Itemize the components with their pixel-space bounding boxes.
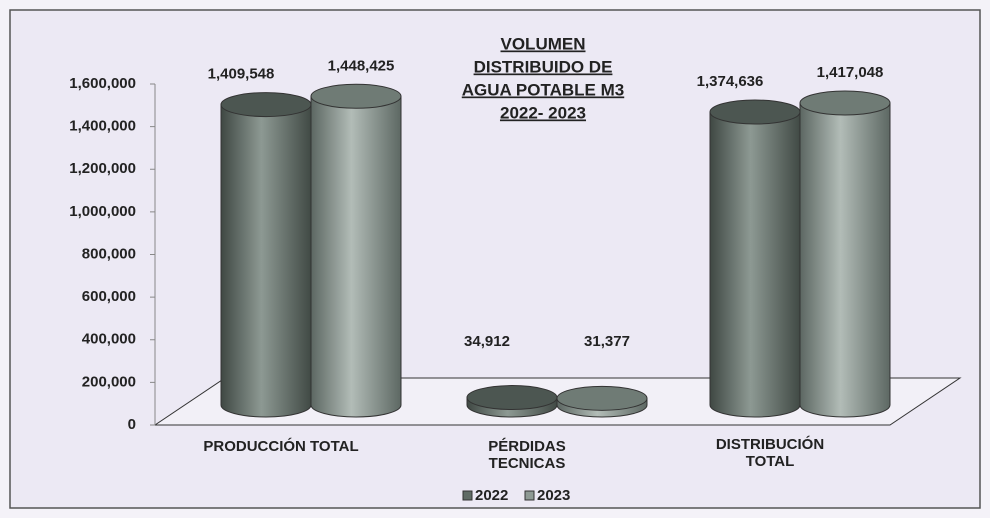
cylinder: [709, 111, 801, 418]
y-tick-label: 1,000,000: [69, 203, 136, 220]
y-tick-label: 1,600,000: [69, 75, 136, 92]
cylinder-top: [220, 92, 312, 118]
cylinder-top: [556, 385, 648, 411]
chart-title: DISTRIBUIDO DE: [474, 57, 613, 76]
data-label: 1,417,048: [817, 64, 884, 81]
cylinder: [310, 95, 402, 418]
data-label: 31,377: [584, 333, 630, 350]
x-tick-label: PRODUCCIÓN TOTAL: [203, 438, 359, 455]
data-label: 34,912: [464, 333, 510, 350]
y-tick-label: 1,200,000: [69, 160, 136, 177]
legend-label: 2022: [475, 487, 508, 504]
cylinder-top: [709, 99, 801, 125]
cylinder-top: [466, 385, 558, 411]
y-tick-label: 800,000: [82, 245, 136, 262]
x-tick-label: DISTRIBUCIÓN TOTAL: [715, 436, 825, 470]
y-tick-label: 600,000: [82, 288, 136, 305]
legend-swatch: [524, 490, 535, 501]
cylinder: [220, 104, 312, 418]
legend-swatch: [462, 490, 473, 501]
cylinder-top: [310, 83, 402, 109]
chart-title: VOLUMEN: [501, 34, 586, 53]
cylinder-top: [799, 90, 891, 116]
x-tick-label: PÉRDIDAS TECNICAS: [488, 438, 566, 472]
data-label: 1,448,425: [328, 57, 395, 74]
y-tick-label: 0: [128, 416, 136, 433]
chart-title: 2022- 2023: [500, 103, 586, 122]
data-label: 1,374,636: [697, 73, 764, 90]
y-tick-label: 400,000: [82, 331, 136, 348]
cylinder: [799, 102, 891, 418]
y-tick-label: 200,000: [82, 373, 136, 390]
legend-label: 2023: [537, 487, 570, 504]
chart-title: AGUA POTABLE M3: [462, 80, 624, 99]
y-tick-label: 1,400,000: [69, 118, 136, 135]
data-label: 1,409,548: [208, 66, 275, 83]
